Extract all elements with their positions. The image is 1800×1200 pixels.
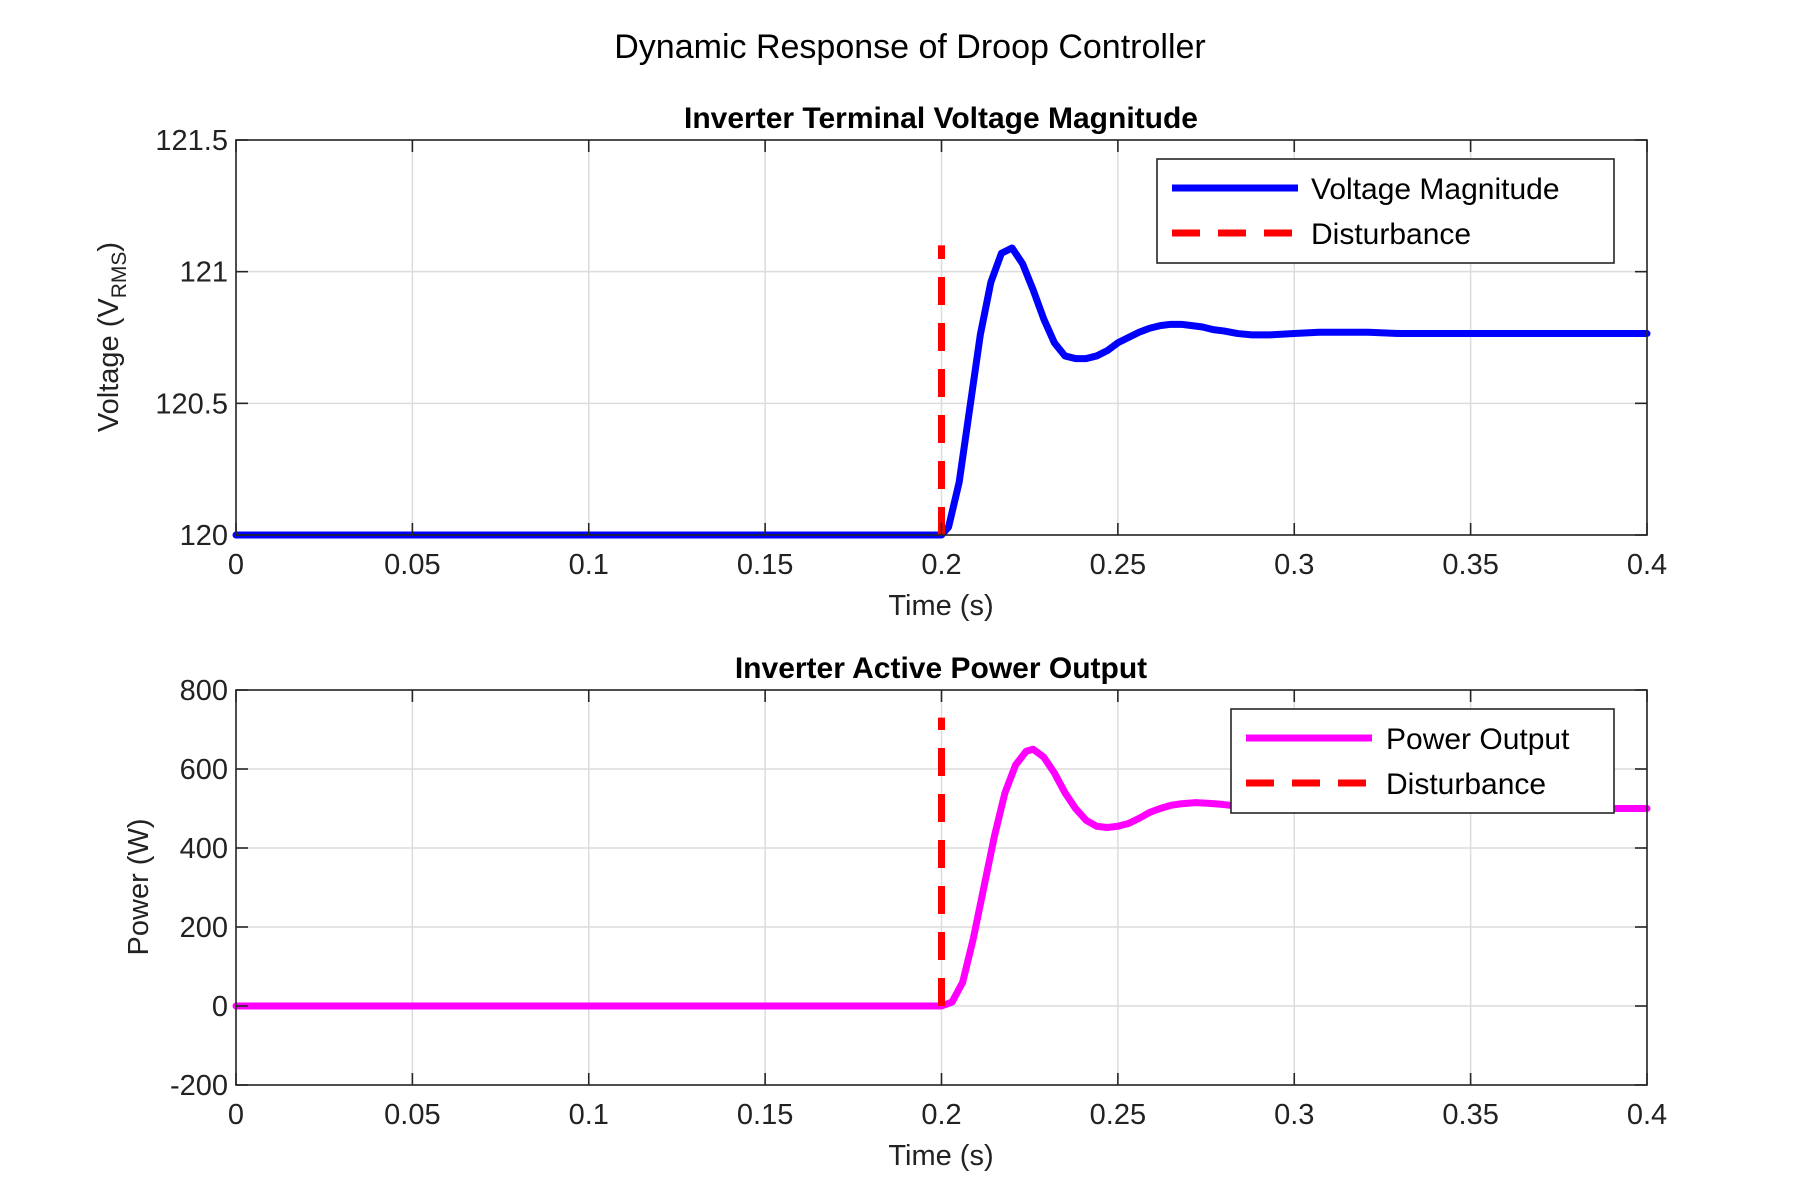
power-y-tick-label: 400: [180, 833, 228, 865]
voltage-series: [232, 244, 1651, 539]
voltage-x-tick-label: 0.15: [737, 549, 793, 581]
voltage-x-axis-label: Time (s): [888, 590, 993, 622]
voltage-y-tick-label: 121: [180, 257, 228, 289]
power-y-tick-label: 600: [180, 754, 228, 786]
power-x-tick-label: 0: [228, 1099, 244, 1131]
power-x-tick-label: 0.3: [1274, 1099, 1314, 1131]
power-y-tick-label: 800: [180, 675, 228, 707]
power-y-tick-label: 200: [180, 912, 228, 944]
voltage-x-tick-label: 0.4: [1627, 549, 1667, 581]
voltage-y-axis-label: Voltage (VRMS): [93, 242, 131, 432]
power-legend-box: [1230, 708, 1615, 814]
voltage-x-tick-label: 0.05: [384, 549, 440, 581]
power-x-tick-label: 0.2: [921, 1099, 961, 1131]
power-axes: 0 0.05 0.1 0.15 0.2 0.25 0.3 0.35 0.4-2000200400…: [123, 652, 1667, 1172]
voltage-x-tick-label: 0.2: [921, 549, 961, 581]
power-legend: Power Output Disturbance: [1230, 708, 1615, 814]
voltage-legend-box: [1156, 158, 1615, 264]
voltage-plot-title: Inverter Terminal Voltage Magnitude: [684, 102, 1198, 135]
power-y-tick-label: -200: [170, 1070, 228, 1102]
voltage-y-axis-label-subscript: RMS: [108, 252, 131, 299]
voltage-x-tick-label: 0.3: [1274, 549, 1314, 581]
power-legend-label-power: Power Output: [1386, 723, 1570, 756]
power-x-tick-label: 0.1: [569, 1099, 609, 1131]
power-plot-title: Inverter Active Power Output: [735, 652, 1147, 685]
power-x-tick-label: 0.25: [1090, 1099, 1146, 1131]
power-y-axis-label-main: Power (W): [123, 819, 155, 956]
power-ticks: 0 0.05 0.1 0.15 0.2 0.25 0.3 0.35 0.4-2000200400…: [170, 675, 1667, 1131]
power-y-tick-label: 0: [212, 991, 228, 1023]
power-x-tick-label: 0.05: [384, 1099, 440, 1131]
power-x-tick-label: 0.35: [1442, 1099, 1498, 1131]
voltage-y-tick-label: 121.5: [155, 125, 228, 157]
voltage-series-curve: [232, 244, 1651, 539]
voltage-axes: 0 0.05 0.1 0.15 0.2 0.25 0.3 0.35 0.4 120 120.5 121…: [93, 102, 1667, 622]
power-x-tick-label: 0.15: [737, 1099, 793, 1131]
voltage-y-axis-label-main: Voltage (V: [93, 298, 125, 432]
voltage-legend-label-voltage: Voltage Magnitude: [1311, 173, 1560, 206]
power-y-axis-label: Power (W): [123, 819, 155, 956]
voltage-y-tick-label: 120: [180, 520, 228, 552]
voltage-x-tick-label: 0.25: [1090, 549, 1146, 581]
voltage-legend: Voltage Magnitude Disturbance: [1156, 158, 1615, 264]
voltage-x-tick-label: 0: [228, 549, 244, 581]
voltage-ticks: 0 0.05 0.1 0.15 0.2 0.25 0.3 0.35 0.4 120 120.5 121…: [155, 125, 1667, 581]
power-x-tick-label: 0.4: [1627, 1099, 1667, 1131]
figure-title: Dynamic Response of Droop Controller: [614, 28, 1205, 66]
voltage-y-tick-label: 120.5: [155, 388, 228, 420]
power-legend-label-disturbance: Disturbance: [1386, 768, 1546, 801]
voltage-x-tick-label: 0.35: [1442, 549, 1498, 581]
voltage-legend-label-disturbance: Disturbance: [1311, 218, 1471, 251]
voltage-y-axis-label-end: ): [93, 242, 125, 252]
power-x-axis-label: Time (s): [888, 1140, 993, 1172]
voltage-x-tick-label: 0.1: [569, 549, 609, 581]
